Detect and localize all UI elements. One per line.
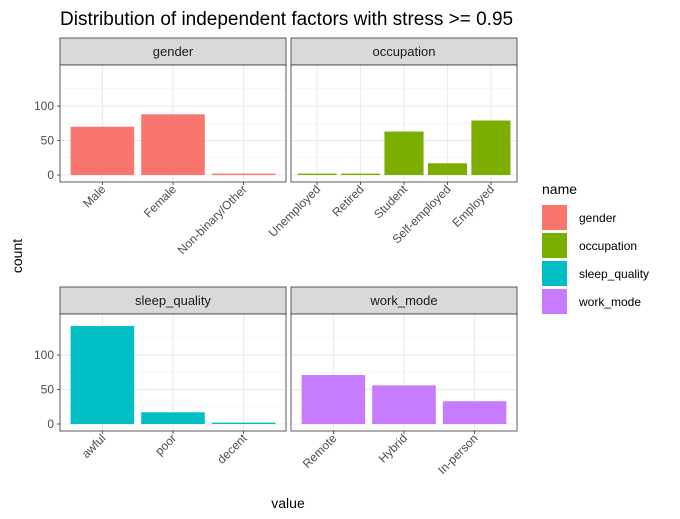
legend-label-occupation: occupation <box>579 239 637 253</box>
x-tick-label: Non-binary/Other <box>175 182 250 257</box>
legend-key-occupation <box>542 233 567 258</box>
x-tick-label: awful <box>79 431 109 461</box>
bar-sleep_quality-decent <box>211 422 276 424</box>
y-tick-label: 0 <box>47 417 54 431</box>
bar-occupation-Retired <box>340 173 381 175</box>
facet-strip <box>290 37 518 66</box>
legend-label-sleep_quality: sleep_quality <box>579 267 649 281</box>
x-tick-label: Employed <box>449 182 497 230</box>
x-tick-label: Unemployed <box>266 182 324 240</box>
y-tick-label: 0 <box>47 168 54 182</box>
y-tick-label: 50 <box>41 134 55 148</box>
x-tick-label: Retired <box>329 182 366 219</box>
legend-title: name <box>542 181 577 197</box>
facet-strip <box>290 286 518 315</box>
legend-label-work_mode: work_mode <box>578 295 641 309</box>
x-tick-label: poor <box>152 431 179 458</box>
x-tick-label: Remote <box>300 431 340 471</box>
bar-occupation-Self-employed <box>427 163 468 175</box>
y-axis-title: count <box>9 239 25 273</box>
legend-key-gender <box>542 205 567 230</box>
x-tick-label: decent <box>214 431 250 467</box>
bar-occupation-Employed <box>471 120 511 175</box>
facet-strip-label: gender <box>153 44 194 59</box>
x-tick-label: Male <box>80 182 109 211</box>
legend-key-sleep_quality <box>542 261 567 286</box>
x-tick-label: Female <box>141 182 179 220</box>
bar-gender-Non-binary/Other <box>211 173 276 175</box>
x-tick-label: Student <box>371 182 411 222</box>
bar-work_mode-Remote <box>301 375 366 424</box>
legend: name gender occupation sleep_quality work_m… <box>542 181 649 314</box>
y-tick-label: 100 <box>34 99 54 113</box>
bar-sleep_quality-awful <box>70 326 135 424</box>
bar-occupation-Student <box>384 131 424 175</box>
facet-strip <box>59 37 287 66</box>
x-tick-label: In-person <box>435 431 481 477</box>
facet-strip-label: sleep_quality <box>135 293 211 308</box>
legend-label-gender: gender <box>579 211 616 225</box>
x-tick-label: Hybrid <box>376 431 410 465</box>
x-axis-title: value <box>271 495 305 511</box>
y-tick-label: 50 <box>41 383 55 397</box>
y-tick-label: 100 <box>34 348 54 362</box>
chart-title: Distribution of independent factors with… <box>60 9 513 30</box>
facet-strip-label: work_mode <box>369 293 437 308</box>
bar-sleep_quality-poor <box>141 412 205 424</box>
panel-sleep_quality: sleep_quality 0 50 100 awful poor decent <box>34 286 287 467</box>
bar-gender-Female <box>141 114 205 175</box>
panel-work_mode: work_mode Remote Hybrid In-person <box>290 286 518 477</box>
bar-work_mode-In-person <box>442 401 507 424</box>
bar-gender-Male <box>70 126 135 175</box>
facet-strip <box>59 286 287 315</box>
bar-occupation-Unemployed <box>297 173 337 175</box>
facet-strip-label: occupation <box>373 44 436 59</box>
legend-key-work_mode <box>542 289 567 314</box>
bar-work_mode-Hybrid <box>372 385 436 424</box>
